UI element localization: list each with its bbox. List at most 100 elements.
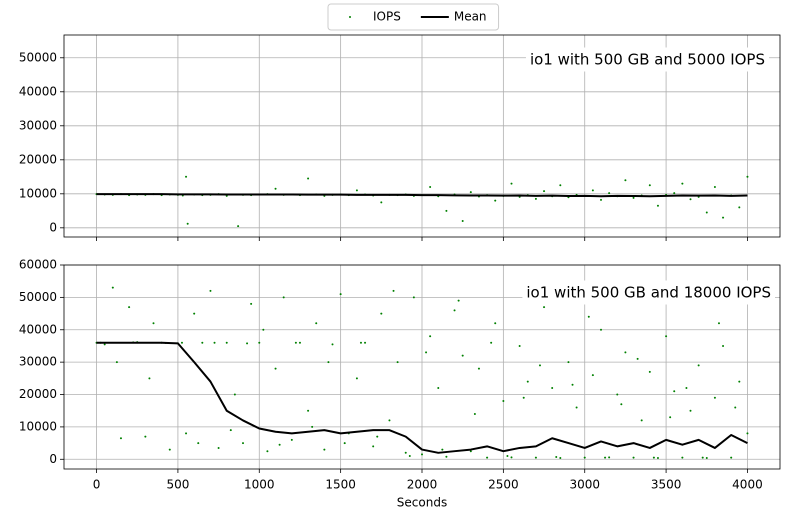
iops-point <box>477 367 480 370</box>
iops-point <box>103 343 106 346</box>
y-tick-label: 40000 <box>19 84 57 98</box>
iops-point <box>343 442 346 445</box>
iops-point <box>380 201 383 204</box>
iops-point <box>608 456 611 459</box>
annotation-bg <box>522 280 775 305</box>
iops-point <box>311 425 314 428</box>
x-tick-label: 500 <box>166 478 189 492</box>
iops-point <box>376 435 379 438</box>
legend-marker <box>349 16 351 18</box>
iops-point <box>453 309 456 312</box>
iops-point <box>640 419 643 422</box>
plot-area <box>95 286 749 459</box>
iops-point <box>339 293 342 296</box>
iops-point <box>461 220 464 223</box>
iops-point <box>713 396 716 399</box>
x-tick-label: 2500 <box>488 478 519 492</box>
x-tick-label: 2000 <box>407 478 438 492</box>
iops-point <box>250 302 253 305</box>
iops-point <box>225 341 228 344</box>
iops-point <box>648 370 651 373</box>
iops-point <box>685 387 688 390</box>
iops-point <box>193 312 196 315</box>
iops-point <box>494 322 497 325</box>
iops-point <box>469 191 472 194</box>
iops-point <box>555 456 558 459</box>
iops-point <box>445 209 448 212</box>
iops-point <box>522 396 525 399</box>
iops-point <box>722 216 725 219</box>
axes-frame <box>63 34 781 238</box>
iops-point <box>624 351 627 354</box>
iops-point <box>681 456 684 459</box>
legend: IOPS Mean <box>327 3 500 31</box>
iops-point <box>437 387 440 390</box>
iops-point <box>242 442 244 445</box>
iops-point <box>445 455 448 458</box>
iops-point <box>421 453 423 456</box>
y-tick-label: 30000 <box>19 118 57 132</box>
x-tick-label: 3000 <box>569 478 600 492</box>
iops-point <box>392 289 395 292</box>
iops-point <box>180 341 183 344</box>
x-tick-label: 1000 <box>244 478 275 492</box>
iops-point <box>534 456 537 459</box>
iops-point <box>591 189 594 192</box>
iops-point <box>197 442 200 445</box>
iops-point <box>233 393 236 396</box>
annotation-bg <box>525 47 769 72</box>
iops-point <box>364 341 367 344</box>
iops-point <box>543 190 546 193</box>
iops-point <box>186 222 189 225</box>
iops-point <box>681 182 684 185</box>
iops-point <box>722 344 725 347</box>
iops-point <box>274 367 277 370</box>
iops-point <box>559 184 562 187</box>
iops-point <box>518 344 521 347</box>
y-tick-label: 0 <box>49 220 57 234</box>
iops-point <box>128 306 131 309</box>
iops-point <box>543 306 546 309</box>
iops-point <box>298 341 301 344</box>
annotation: io1 with 500 GB and 5000 IOPS <box>530 51 765 69</box>
iops-point <box>575 406 578 409</box>
iops-point <box>632 456 635 459</box>
iops-point <box>246 342 249 345</box>
iops-point <box>278 443 281 446</box>
iops-point <box>632 196 635 199</box>
iops-point <box>115 361 118 364</box>
iops-point <box>652 456 655 459</box>
iops-point <box>307 177 310 180</box>
iops-point <box>624 179 627 182</box>
iops-point <box>717 322 720 325</box>
iops-point <box>408 455 411 458</box>
iops-point <box>506 455 509 458</box>
iops-point <box>697 364 700 367</box>
iops-point <box>490 341 493 344</box>
iops-point <box>323 448 326 451</box>
iops-point <box>282 296 285 299</box>
iops-point <box>669 416 672 419</box>
iops-point <box>616 393 619 396</box>
iops-point <box>648 184 651 187</box>
iops-point <box>201 341 204 344</box>
iops-point <box>217 446 220 449</box>
iops-point <box>730 456 733 459</box>
iops-point <box>689 409 692 412</box>
iops-point <box>673 390 676 393</box>
iops-point <box>168 448 171 451</box>
x-tick-label: 3500 <box>651 478 682 492</box>
iops-point <box>152 322 155 325</box>
iops-point <box>307 409 310 412</box>
y-tick-label: 10000 <box>19 186 57 200</box>
iops-point <box>656 204 659 207</box>
iops-point <box>636 357 639 360</box>
iops-point <box>148 377 151 380</box>
y-tick-label: 20000 <box>19 387 57 401</box>
y-tick-label: 50000 <box>19 290 57 304</box>
iops-point <box>229 429 232 432</box>
iops-point <box>380 312 383 315</box>
mean-line <box>96 341 748 454</box>
iops-point <box>396 361 399 364</box>
iops-point <box>372 445 375 448</box>
